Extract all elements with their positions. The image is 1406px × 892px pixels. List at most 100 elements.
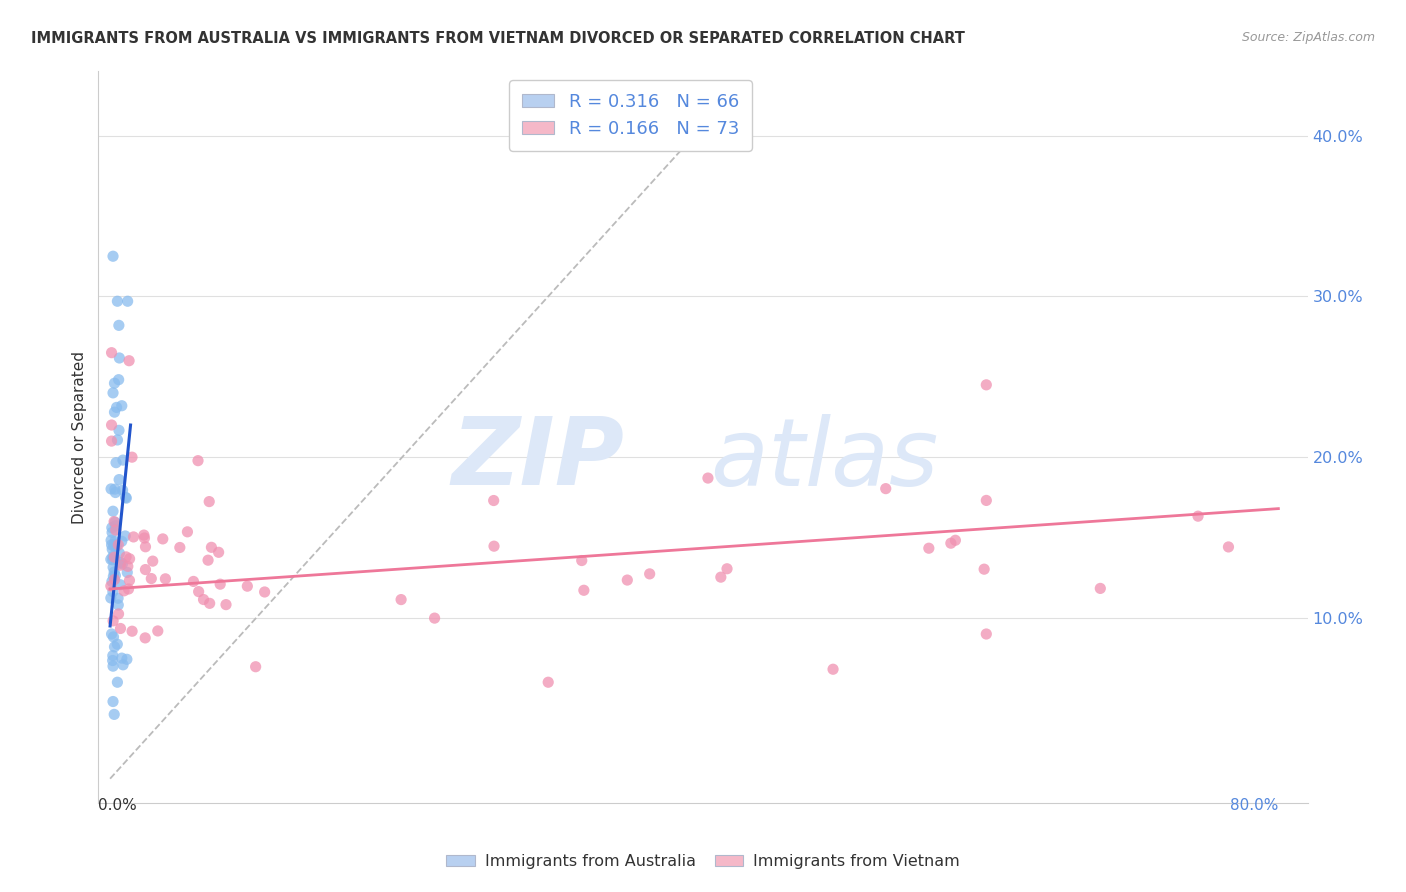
- Point: [100, 579, 122, 593]
- Point: [638, 566, 661, 581]
- Point: [110, 556, 132, 570]
- Point: [918, 541, 941, 556]
- Point: [100, 538, 122, 552]
- Point: [117, 559, 139, 574]
- Point: [121, 450, 143, 465]
- Point: [939, 536, 962, 550]
- Point: [537, 675, 560, 690]
- Point: [209, 577, 232, 591]
- Point: [107, 598, 129, 612]
- Point: [974, 627, 997, 641]
- Point: [423, 611, 446, 625]
- Point: [108, 351, 131, 365]
- Point: [821, 662, 844, 676]
- Point: [100, 533, 122, 548]
- Point: [101, 525, 124, 540]
- Point: [103, 630, 125, 644]
- Point: [104, 482, 127, 496]
- Point: [107, 373, 129, 387]
- Point: [198, 596, 221, 610]
- Point: [117, 566, 139, 580]
- Y-axis label: Divorced or Separated: Divorced or Separated: [72, 351, 87, 524]
- Point: [110, 558, 132, 573]
- Point: [111, 557, 134, 571]
- Point: [101, 542, 124, 557]
- Text: IMMIGRANTS FROM AUSTRALIA VS IMMIGRANTS FROM VIETNAM DIVORCED OR SEPARATED CORRE: IMMIGRANTS FROM AUSTRALIA VS IMMIGRANTS …: [31, 31, 965, 46]
- Point: [945, 533, 967, 548]
- Point: [101, 614, 124, 628]
- Point: [121, 624, 143, 639]
- Point: [107, 538, 129, 552]
- Point: [236, 579, 259, 593]
- Point: [101, 385, 124, 400]
- Point: [122, 530, 145, 544]
- Point: [152, 532, 174, 546]
- Point: [974, 377, 997, 392]
- Point: [110, 622, 132, 636]
- Point: [1187, 509, 1209, 524]
- Point: [215, 598, 238, 612]
- Point: [115, 491, 138, 505]
- Text: atlas: atlas: [710, 414, 938, 505]
- Point: [105, 637, 128, 651]
- Point: [100, 552, 122, 566]
- Point: [389, 592, 412, 607]
- Text: 0.0%: 0.0%: [98, 798, 138, 813]
- Point: [198, 494, 221, 508]
- Point: [716, 562, 738, 576]
- Point: [112, 583, 135, 598]
- Point: [104, 568, 127, 582]
- Point: [111, 453, 134, 467]
- Point: [973, 562, 995, 576]
- Point: [101, 584, 124, 599]
- Point: [482, 493, 505, 508]
- Point: [101, 659, 124, 673]
- Point: [101, 694, 124, 708]
- Text: 80.0%: 80.0%: [1230, 798, 1278, 813]
- Point: [103, 573, 125, 587]
- Point: [108, 546, 131, 560]
- Point: [108, 423, 131, 437]
- Point: [104, 485, 127, 500]
- Point: [134, 631, 156, 645]
- Point: [104, 518, 127, 533]
- Point: [118, 353, 141, 368]
- Point: [111, 483, 134, 498]
- Point: [875, 482, 897, 496]
- Point: [976, 493, 998, 508]
- Text: ZIP: ZIP: [451, 413, 624, 505]
- Point: [103, 565, 125, 579]
- Point: [200, 541, 222, 555]
- Point: [101, 648, 124, 663]
- Point: [187, 584, 209, 599]
- Point: [103, 569, 125, 583]
- Point: [245, 659, 267, 673]
- Point: [132, 528, 155, 542]
- Point: [112, 657, 135, 672]
- Point: [103, 550, 125, 565]
- Point: [187, 453, 209, 467]
- Point: [193, 592, 215, 607]
- Text: Source: ZipAtlas.com: Source: ZipAtlas.com: [1241, 31, 1375, 45]
- Point: [101, 521, 124, 535]
- Point: [571, 553, 593, 567]
- Point: [103, 539, 125, 553]
- Point: [482, 539, 505, 553]
- Point: [1090, 582, 1112, 596]
- Point: [101, 653, 124, 667]
- Point: [104, 534, 127, 549]
- Point: [710, 570, 733, 584]
- Point: [104, 523, 127, 537]
- Point: [100, 591, 122, 605]
- Point: [1218, 540, 1240, 554]
- Point: [107, 675, 129, 690]
- Point: [118, 551, 141, 566]
- Point: [142, 554, 165, 568]
- Point: [107, 607, 129, 621]
- Point: [107, 294, 129, 309]
- Point: [697, 471, 720, 485]
- Point: [117, 582, 139, 596]
- Point: [100, 434, 122, 449]
- Point: [101, 249, 124, 263]
- Point: [115, 652, 138, 666]
